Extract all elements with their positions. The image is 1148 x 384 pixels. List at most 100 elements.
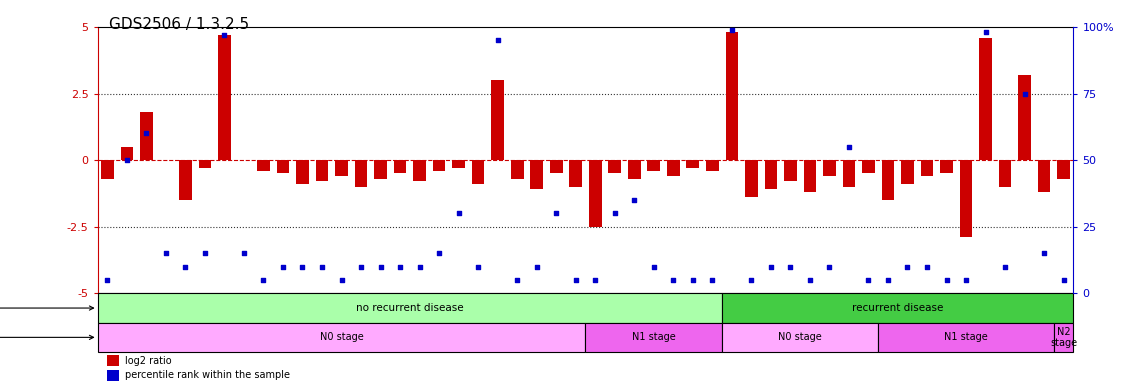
Bar [472,160,484,184]
Point [898,264,916,270]
Point [333,277,351,283]
Point [274,264,292,270]
Point [489,37,507,43]
Bar [878,323,1054,352]
Text: N0 stage: N0 stage [319,333,364,343]
Bar [804,160,816,192]
Bar [585,323,722,352]
Bar [433,160,445,171]
Point [1016,91,1034,97]
Point [1055,277,1073,283]
Point [996,264,1015,270]
Point [528,264,546,270]
Bar [108,370,119,381]
Bar [569,160,582,187]
Point [507,277,526,283]
Bar [374,160,387,179]
Point [548,210,566,217]
Text: N1 stage: N1 stage [631,333,676,343]
Point [372,264,390,270]
Point [390,264,410,270]
Text: N1 stage: N1 stage [944,333,988,343]
Bar [726,32,738,160]
Point [840,144,859,150]
Point [762,264,781,270]
Bar [882,160,894,200]
Point [216,32,234,38]
Text: no recurrent disease: no recurrent disease [356,303,464,313]
Bar [823,160,836,176]
Bar [413,160,426,182]
Point [352,264,371,270]
Bar [745,160,758,197]
Bar [1057,160,1070,179]
Text: disease state: disease state [0,303,93,313]
Bar [722,293,1073,323]
Point [781,264,799,270]
Point [235,250,254,257]
Bar [1038,160,1050,192]
Point [606,210,625,217]
Point [723,26,742,33]
Bar [335,160,348,176]
Point [976,29,994,35]
Point [918,264,937,270]
Point [859,277,877,283]
Bar [647,160,660,171]
Text: recurrent disease: recurrent disease [852,303,944,313]
Bar [121,147,133,160]
Bar [667,160,680,176]
Bar [999,160,1011,187]
Bar [589,160,602,227]
Bar [277,160,289,174]
Point [177,264,195,270]
Point [566,277,584,283]
Bar [98,293,722,323]
Bar [765,160,777,189]
Bar [296,160,309,184]
Bar [550,160,563,174]
Bar [843,160,855,187]
Bar [960,160,972,237]
Point [411,264,429,270]
Bar [901,160,914,184]
Bar [687,160,699,168]
Point [118,157,137,163]
Point [1035,250,1054,257]
Bar [979,38,992,160]
Bar [199,160,211,168]
Bar [452,160,465,168]
Point [255,277,273,283]
Point [625,197,643,203]
Bar [140,112,153,160]
Bar [862,160,875,174]
Point [470,264,488,270]
Bar [218,35,231,160]
Bar [511,160,523,179]
Bar [722,323,878,352]
Bar [940,160,953,174]
Bar [257,160,270,171]
Point [294,264,312,270]
Point [99,277,117,283]
Point [820,264,838,270]
Bar [1018,75,1031,160]
Point [957,277,976,283]
Text: log2 ratio: log2 ratio [125,356,171,366]
Point [156,250,176,257]
Bar [1054,323,1073,352]
Point [742,277,760,283]
Bar [98,323,585,352]
Bar [355,160,367,187]
Bar [179,160,192,200]
Point [937,277,955,283]
Point [138,131,156,137]
Point [703,277,722,283]
Bar [706,160,719,171]
Point [645,264,664,270]
Bar [921,160,933,176]
Text: other: other [0,333,93,343]
Bar [628,160,641,179]
Point [312,264,332,270]
Bar [394,160,406,174]
